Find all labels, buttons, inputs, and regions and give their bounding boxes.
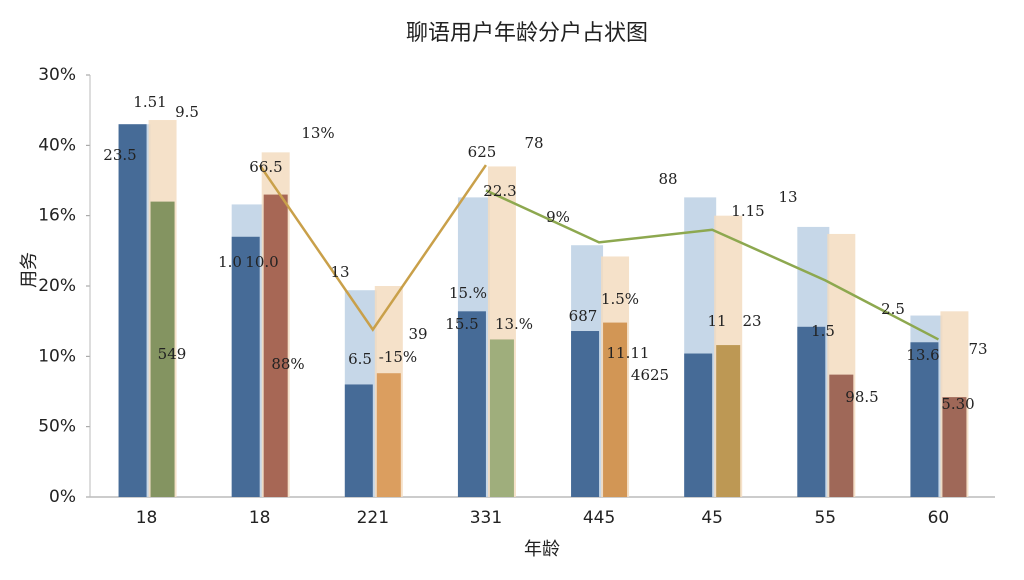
line [485,189,940,341]
annotation: 2.5 [881,300,905,318]
y-tick-label: 10% [38,346,76,366]
annotation: 15.% [449,284,487,302]
x-tick-label: 331 [470,508,502,528]
annotation: 6.5 [348,350,372,368]
annotation: 1.51 [133,93,166,111]
annotation: 9.5 [175,103,199,121]
annotation: 9% [546,208,570,226]
y-axis-label: 用务 [19,252,40,288]
annotation: 73 [968,340,987,358]
annotation: 11.11 [607,344,650,362]
annotation: 13% [301,124,334,142]
x-tick-label: 221 [357,508,389,528]
line [258,164,487,332]
y-tick-label: 40% [38,135,76,155]
bar [716,345,741,497]
x-axis-label: 年龄 [524,539,560,560]
bar [231,236,260,497]
bar [457,311,486,497]
annotation: 10.0 [245,253,278,271]
annotation: 78 [524,134,543,152]
y-tick-label: 30% [38,65,76,85]
annotation: -15% [379,348,417,366]
annotation: 98.5 [845,388,878,406]
x-tick-label: 18 [136,508,158,528]
annotation: 4625 [631,366,669,384]
annotation: 1.5 [811,322,835,340]
annotation: 88% [271,355,304,373]
annotation: 23.5 [103,146,136,164]
annotation: 687 [569,307,598,325]
annotation: 1.0 [218,253,242,271]
y-tick-label: 16% [38,206,76,226]
annotation: 625 [468,143,497,161]
annotation: 1.15 [731,202,764,220]
y-tick-label: 20% [38,276,76,296]
y-tick-label: 50% [38,417,76,437]
annotation: 5.30 [941,395,974,413]
bar [263,194,288,498]
bar [118,124,147,497]
annotation: 15.5 [445,315,478,333]
bar [376,373,401,497]
bar [603,322,628,497]
annotation: 23 [742,312,761,330]
bar [797,326,826,497]
bar [910,342,939,497]
bar [150,201,175,497]
x-tick-label: 18 [249,508,271,528]
bar [344,384,373,497]
y-tick-label: 0% [49,487,76,507]
annotation: 13.6 [906,346,939,364]
x-tick-label: 55 [814,508,836,528]
annotation: 39 [408,325,427,343]
annotation: 549 [158,345,187,363]
annotation: 13 [330,263,349,281]
annotation: 13.% [495,315,533,333]
bar [942,397,967,497]
annotation: 13 [778,188,797,206]
x-tick-label: 60 [928,508,950,528]
chart-title: 聊语用户年龄分户占状图 [406,21,648,46]
x-tick-label: 45 [701,508,723,528]
annotation: 11 [707,312,726,330]
annotation: 1.5% [601,290,639,308]
annotation: 22.3 [483,182,516,200]
bar [829,374,854,497]
bar [684,353,713,497]
annotation: 88 [658,170,677,188]
annotation: 66.5 [249,158,282,176]
bar [489,339,514,497]
x-tick-label: 445 [583,508,615,528]
bar [571,331,600,497]
